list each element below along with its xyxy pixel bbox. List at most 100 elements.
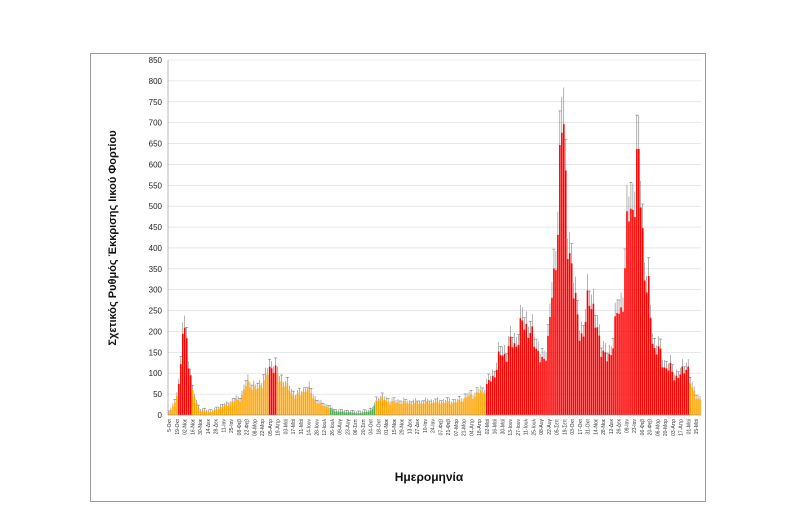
bar bbox=[564, 170, 567, 415]
bar bbox=[566, 259, 569, 415]
bar bbox=[590, 309, 593, 415]
bar bbox=[383, 399, 385, 415]
bar bbox=[418, 403, 421, 415]
bar bbox=[638, 148, 640, 415]
bar bbox=[257, 388, 259, 415]
bar bbox=[197, 407, 200, 415]
x-tick-label: 31-Οκτ bbox=[586, 419, 592, 435]
bar bbox=[278, 381, 281, 415]
bar bbox=[529, 332, 532, 415]
x-tick-label: 14-Ιουν bbox=[307, 419, 313, 436]
bar bbox=[505, 361, 508, 415]
bar bbox=[657, 346, 660, 415]
x-tick-label: 14-Δεκ bbox=[206, 419, 212, 435]
bar bbox=[517, 344, 520, 415]
x-tick-label: 16-Νοε bbox=[190, 418, 196, 435]
bar bbox=[616, 313, 618, 415]
x-tick-label: 06-Φεβ bbox=[640, 419, 646, 435]
bar bbox=[385, 400, 387, 415]
bar bbox=[440, 403, 443, 415]
x-tick-label: 14-Νοε bbox=[593, 418, 599, 435]
x-tick-label: 19-Οκτ bbox=[175, 419, 181, 435]
bar bbox=[201, 410, 204, 415]
bar bbox=[251, 389, 253, 415]
x-tick-label: 04-Οκτ bbox=[369, 419, 375, 435]
bar bbox=[458, 399, 460, 415]
bar bbox=[422, 403, 425, 415]
bar bbox=[434, 402, 437, 415]
bar bbox=[541, 356, 543, 415]
bar bbox=[217, 409, 220, 415]
bar bbox=[237, 399, 239, 415]
bar bbox=[389, 404, 391, 415]
bar bbox=[318, 403, 320, 415]
y-tick-label: 750 bbox=[149, 98, 163, 107]
bar bbox=[203, 410, 206, 415]
bar bbox=[371, 409, 374, 415]
bar bbox=[493, 377, 496, 415]
bar bbox=[693, 390, 695, 415]
bar bbox=[675, 375, 678, 415]
x-tick-label: 07-Φεβ bbox=[438, 419, 444, 435]
bar bbox=[414, 401, 417, 415]
bar bbox=[377, 400, 380, 415]
bar bbox=[655, 354, 658, 415]
bar bbox=[436, 400, 439, 415]
bar bbox=[369, 410, 372, 415]
bar bbox=[320, 402, 322, 415]
bar bbox=[199, 411, 202, 415]
x-tick-label: 30-Μαϊ bbox=[500, 418, 506, 434]
x-tick-label: 02-Μαϊ bbox=[485, 418, 491, 434]
bar bbox=[610, 355, 612, 415]
bar bbox=[432, 403, 435, 415]
bar bbox=[602, 350, 605, 415]
bar bbox=[689, 382, 691, 415]
bar bbox=[525, 323, 528, 415]
bar bbox=[519, 318, 522, 415]
bar bbox=[393, 401, 395, 415]
bar bbox=[531, 326, 534, 415]
bar bbox=[219, 406, 222, 415]
bar bbox=[182, 333, 184, 415]
bar bbox=[262, 380, 265, 415]
bar bbox=[288, 390, 291, 415]
bar bbox=[215, 409, 218, 415]
bar bbox=[247, 380, 249, 415]
bar bbox=[349, 412, 352, 415]
bar bbox=[324, 406, 326, 415]
bar bbox=[594, 327, 597, 415]
x-tick-label: 15-Μαϊ bbox=[694, 418, 700, 434]
bar bbox=[448, 401, 451, 415]
bar bbox=[335, 411, 338, 415]
x-tick-label: 10-Ιαν bbox=[423, 419, 429, 434]
bar bbox=[491, 375, 494, 415]
bar bbox=[412, 402, 415, 415]
x-tick-label: 01-Μαϊ bbox=[686, 418, 692, 434]
bar bbox=[363, 411, 366, 415]
x-tick-label: 09-Αυγ bbox=[338, 419, 344, 435]
bar bbox=[294, 398, 297, 415]
bar bbox=[351, 412, 354, 415]
bar bbox=[555, 270, 557, 415]
bar bbox=[401, 403, 403, 415]
bar bbox=[563, 124, 565, 415]
y-tick-label: 850 bbox=[149, 56, 163, 65]
bar bbox=[596, 327, 599, 415]
bar bbox=[557, 234, 559, 415]
x-tick-label: 28-Νοε bbox=[601, 418, 607, 435]
bar bbox=[549, 316, 551, 415]
bar bbox=[211, 411, 214, 415]
x-tick-label: 03-Μαϊ bbox=[283, 418, 289, 434]
x-tick-label: 18-Απρ bbox=[477, 419, 483, 436]
y-tick-label: 700 bbox=[149, 119, 163, 128]
bar bbox=[249, 387, 251, 415]
bar bbox=[543, 358, 545, 415]
bar bbox=[405, 402, 407, 415]
bar bbox=[574, 292, 577, 415]
x-tick-label: 26-Δεκ bbox=[617, 419, 623, 435]
x-tick-label: 09-Ιαν bbox=[624, 419, 630, 434]
bar bbox=[647, 275, 650, 415]
x-tick-label: 29-Νοε bbox=[400, 418, 406, 435]
bar bbox=[456, 402, 458, 415]
bar bbox=[612, 348, 614, 415]
